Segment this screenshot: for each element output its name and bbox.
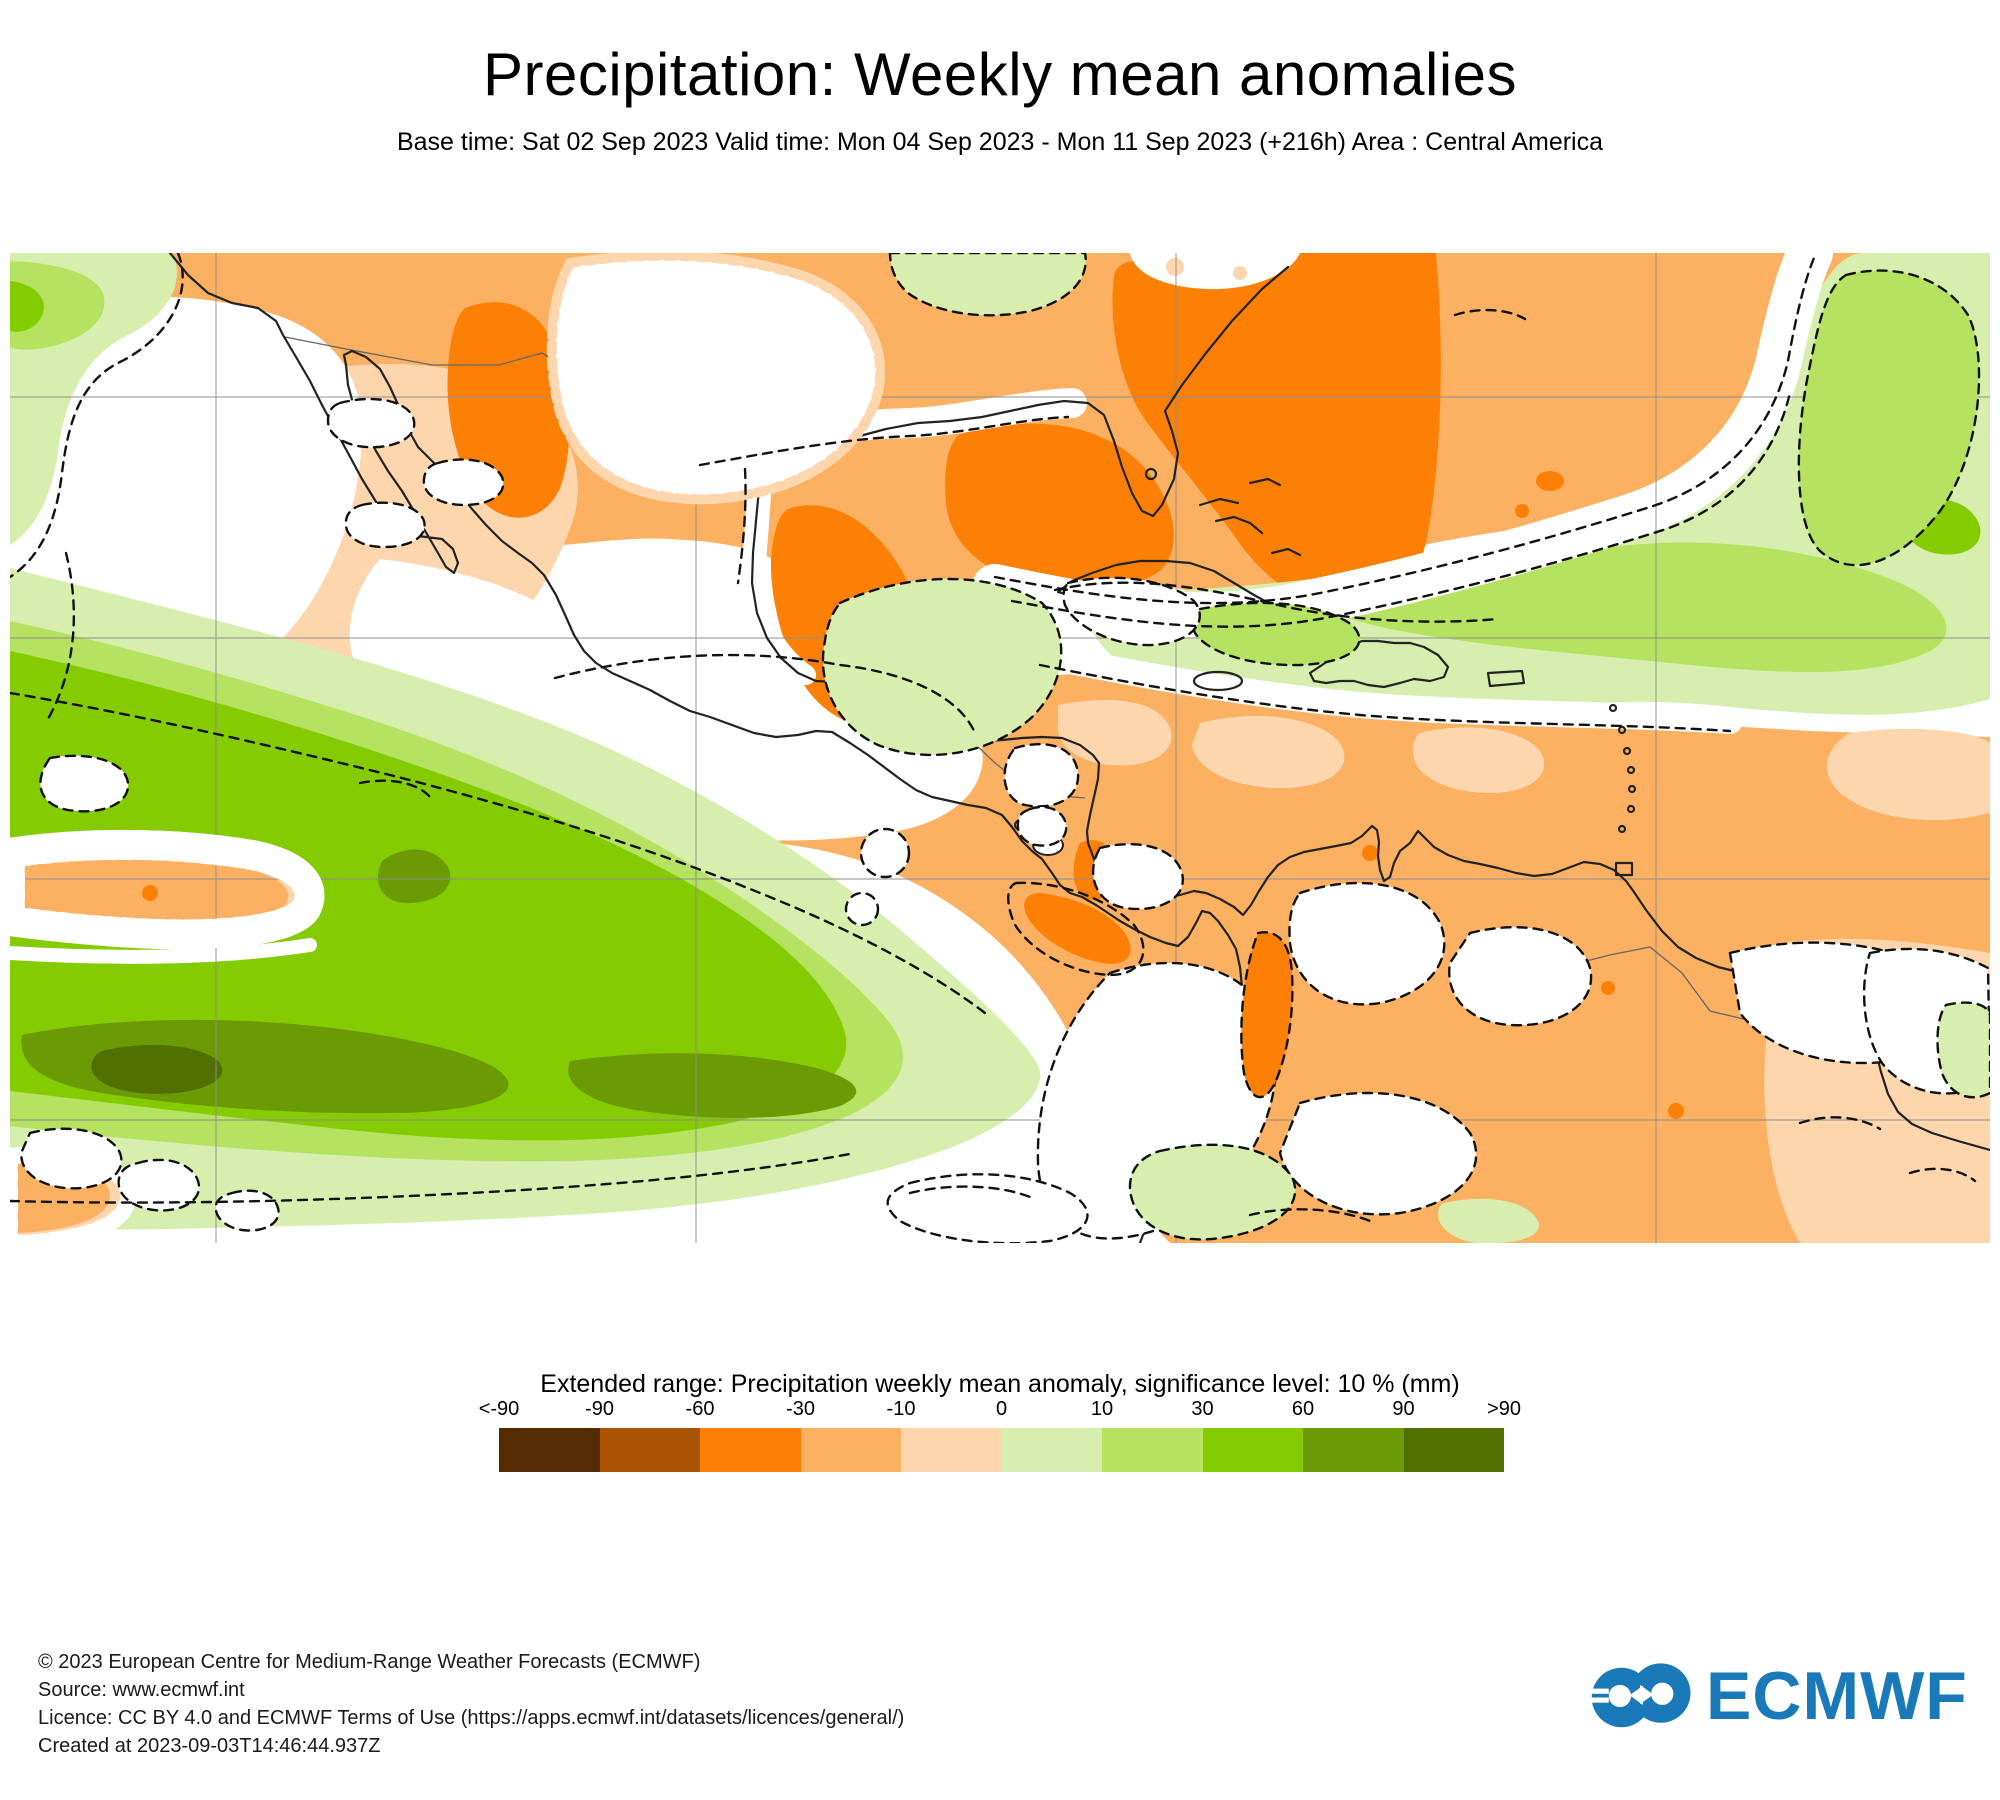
colorbar-cell bbox=[1303, 1428, 1404, 1472]
page-subtitle: Base time: Sat 02 Sep 2023 Valid time: M… bbox=[396, 128, 1604, 156]
ecmwf-logo-icon bbox=[1588, 1663, 1691, 1728]
footer: © 2023 European Centre for Medium-Range … bbox=[38, 1648, 904, 1760]
legend-tick: -90 bbox=[585, 1398, 614, 1420]
colorbar-cell bbox=[901, 1428, 1002, 1472]
colorbar-cell bbox=[700, 1428, 801, 1472]
colorbar-cell bbox=[800, 1428, 901, 1472]
legend-tick: 90 bbox=[1392, 1398, 1415, 1420]
legend-title: Extended range: Precipitation weekly mea… bbox=[540, 1370, 1460, 1398]
colorbar-cell bbox=[1403, 1428, 1504, 1472]
legend-tick: 10 bbox=[1090, 1398, 1114, 1420]
ecmwf-logo: ECMWF bbox=[1588, 1648, 1968, 1744]
colorbar-cell bbox=[599, 1428, 700, 1472]
colorbar-cell bbox=[1102, 1428, 1203, 1472]
anomaly-map bbox=[0, 230, 1992, 1252]
legend-ticks: <-90 -90 -60 -30 -10 0 10 30 60 90 >90 bbox=[0, 1398, 2000, 1422]
colorbar bbox=[499, 1428, 1504, 1472]
colorbar-cell bbox=[1202, 1428, 1303, 1472]
legend-tick: -30 bbox=[786, 1398, 815, 1420]
colorbar-cell bbox=[499, 1428, 600, 1472]
significance-contours bbox=[10, 253, 1992, 1243]
legend-tick: 60 bbox=[1291, 1398, 1315, 1420]
legend-tick: 30 bbox=[1191, 1398, 1214, 1420]
legend-tick: >90 bbox=[1487, 1398, 1521, 1420]
legend-tick: -10 bbox=[886, 1398, 916, 1420]
footer-created-at: Created at 2023-09-03T14:46:44.937Z bbox=[38, 1735, 381, 1757]
colorbar-cell bbox=[1001, 1428, 1102, 1472]
ecmwf-logo-text: ECMWF bbox=[1706, 1658, 1968, 1734]
footer-copyright: © 2023 European Centre for Medium-Range … bbox=[38, 1651, 701, 1673]
legend-tick: -60 bbox=[685, 1398, 715, 1420]
legend-tick: 0 bbox=[995, 1398, 1008, 1420]
page-title: Precipitation: Weekly mean anomalies bbox=[482, 41, 1518, 108]
legend-tick: <-90 bbox=[478, 1398, 520, 1420]
anomaly-map-svg bbox=[0, 230, 1992, 1252]
footer-licence: Licence: CC BY 4.0 and ECMWF Terms of Us… bbox=[38, 1707, 905, 1729]
footer-source: Source: www.ecmwf.int bbox=[38, 1679, 245, 1701]
